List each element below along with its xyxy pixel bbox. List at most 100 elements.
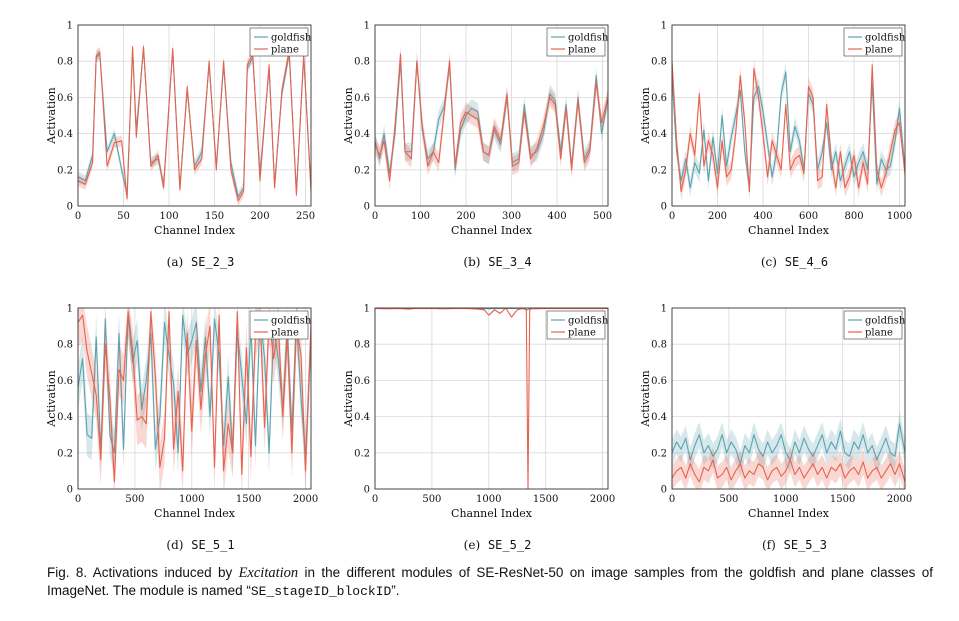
axes-frame	[671, 24, 906, 207]
x-tick-label: 500	[422, 494, 441, 505]
y-tick-label: 0.4	[57, 129, 73, 140]
x-tick-label: 0	[372, 494, 378, 505]
legend-box	[546, 310, 606, 340]
subfigure-caption: (b) SE_3_4	[463, 255, 531, 269]
legend-label-plane: plane	[865, 45, 893, 56]
y-tick-label: 1	[661, 304, 667, 315]
y-tick-label: 1	[364, 21, 370, 32]
legend-label-goldfish: goldfish	[568, 316, 609, 327]
series-line-plane	[375, 308, 608, 489]
series-group	[78, 41, 311, 206]
x-tick-label: 1000	[476, 494, 501, 505]
legend-box	[249, 310, 309, 340]
subfigure-label: (c)	[761, 255, 781, 269]
y-axis-label: Activation	[342, 370, 355, 427]
y-tick-label: 0	[661, 202, 667, 213]
y-tick-label: 0.8	[354, 57, 370, 68]
series-line-goldfish	[672, 71, 905, 189]
x-tick-label: 0	[372, 211, 378, 222]
x-tick-label: 2000	[590, 494, 615, 505]
x-axis-label: Channel Index	[748, 507, 830, 520]
y-tick-label: 0	[364, 202, 370, 213]
y-tick-label: 1	[661, 21, 667, 32]
legend-label-plane: plane	[271, 328, 299, 339]
figure-caption: Fig. 8. Activations induced by Excitatio…	[47, 564, 933, 600]
y-tick-label: 0.2	[651, 165, 667, 176]
legend-box	[843, 310, 903, 340]
y-tick-label: 0.6	[354, 376, 370, 387]
x-tick-label: 200	[708, 211, 727, 222]
x-tick-label: 0	[669, 211, 675, 222]
subfigure-caption: (c) SE_4_6	[761, 255, 828, 269]
chart-panel-c: 0 200 400 600 800 1000 0 0.2 0.4 0.6 0.8 1 goldfishp…	[639, 21, 912, 270]
legend-label-goldfish: goldfish	[271, 33, 312, 44]
series-band-goldfish	[78, 308, 311, 479]
y-tick-label: 0	[364, 485, 370, 496]
subfigure-caption: (e) SE_5_2	[464, 538, 532, 552]
x-tick-label: 50	[117, 211, 130, 222]
x-tick-label: 100	[159, 211, 178, 222]
x-tick-label: 800	[844, 211, 863, 222]
caption-italic-term: Excitation	[238, 565, 299, 581]
y-tick-label: 0.2	[57, 165, 73, 176]
x-tick-label: 500	[593, 211, 612, 222]
x-tick-label: 300	[502, 211, 521, 222]
subfigure-label: (a)	[167, 255, 187, 269]
y-tick-label: 0.8	[354, 340, 370, 351]
subfigure-caption: (d) SE_5_1	[166, 538, 234, 552]
x-axis-label: Channel Index	[451, 224, 533, 237]
caption-prefix: Fig. 8. Activations induced by	[47, 565, 239, 580]
subfigure-label: (d)	[166, 538, 187, 552]
chart-panel-a: 0 50 100 150 200 250 0 0.2 0.4 0.6 0.8 1 goldfishpla…	[45, 21, 315, 270]
subfigure-label: (b)	[463, 255, 484, 269]
y-tick-label: 0	[661, 485, 667, 496]
y-axis-label: Activation	[639, 370, 652, 427]
x-tick-label: 200	[250, 211, 269, 222]
axes-frame	[374, 24, 609, 207]
module-name: SE_5_2	[488, 538, 531, 552]
series-band-plane	[375, 44, 608, 190]
y-tick-label: 1	[67, 304, 73, 315]
y-tick-label: 0.2	[354, 448, 370, 459]
series-line-goldfish	[78, 314, 311, 457]
x-tick-label: 1000	[773, 494, 798, 505]
y-tick-label: 0.2	[354, 165, 370, 176]
chart-panel-b: 0 100 200 300 400 500 0 0.2 0.4 0.6 0.8 1 goldfishpl…	[342, 21, 612, 270]
subfigure-label: (f)	[762, 538, 780, 552]
legend-label-plane: plane	[865, 328, 893, 339]
y-tick-label: 0.2	[651, 448, 667, 459]
module-name: SE_5_3	[784, 538, 827, 552]
legend-label-goldfish: goldfish	[865, 316, 906, 327]
x-tick-label: 0	[75, 211, 81, 222]
y-tick-label: 0.8	[57, 340, 73, 351]
legend-label-goldfish: goldfish	[271, 316, 312, 327]
y-axis-label: Activation	[639, 87, 652, 144]
y-axis-label: Activation	[45, 87, 58, 144]
module-name: SE_4_6	[785, 255, 828, 269]
legend-label-plane: plane	[568, 45, 596, 56]
y-tick-label: 0.4	[651, 129, 667, 140]
x-tick-label: 250	[296, 211, 315, 222]
x-tick-label: 200	[456, 211, 475, 222]
x-tick-label: 400	[753, 211, 772, 222]
x-tick-label: 100	[411, 211, 430, 222]
axes-frame	[77, 307, 312, 490]
y-tick-label: 0	[67, 202, 73, 213]
x-tick-label: 1500	[830, 494, 855, 505]
caption-middle: in the different modules of SE-ResNet-50…	[47, 565, 933, 598]
x-axis-label: Channel Index	[154, 224, 236, 237]
x-tick-label: 1500	[236, 494, 261, 505]
x-tick-label: 600	[799, 211, 818, 222]
series-line-plane	[672, 61, 905, 193]
x-tick-label: 2000	[293, 494, 318, 505]
legend-label-plane: plane	[568, 328, 596, 339]
x-axis-label: Channel Index	[451, 507, 533, 520]
y-tick-label: 1	[364, 304, 370, 315]
subfigure-label: (e)	[464, 538, 484, 552]
x-tick-label: 150	[205, 211, 224, 222]
caption-module-pattern: SE_stageID_blockID	[250, 584, 392, 599]
